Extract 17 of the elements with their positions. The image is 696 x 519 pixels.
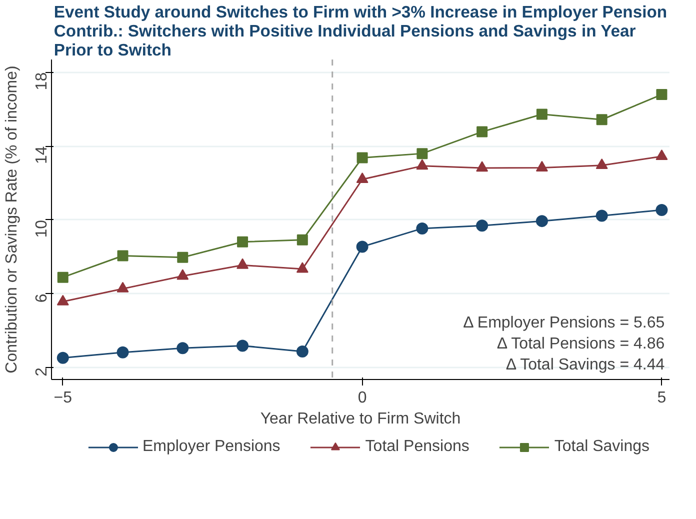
x-tick-label: 0	[358, 390, 367, 406]
y-tick-label: 14	[34, 146, 50, 164]
annotation: Δ Total Pensions = 4.86	[496, 336, 665, 352]
y-tick-label: 10	[34, 220, 50, 238]
y-axis-title: Contribution or Savings Rate (% of income)	[4, 66, 20, 374]
x-tick-label: −5	[54, 390, 72, 406]
legend-label: Employer Pensions	[142, 438, 280, 456]
chart-title: Event Study around Switches to Firm with >3% Increase in Employer Pension Contrib.: Switchers with Positive Individual Pensions and Savings in Year Prior to Switch	[54, 2, 668, 60]
x-axis-title: Year Relative to Firm Switch	[260, 410, 461, 428]
x-tick-label: 5	[657, 390, 666, 406]
y-tick-label: 2	[34, 367, 50, 376]
y-tick-label: 18	[34, 72, 50, 90]
annotation: Δ Employer Pensions = 5.65	[463, 314, 665, 332]
annotation: Δ Total Savings = 4.44	[506, 356, 665, 374]
legend-label: Total Pensions	[365, 438, 470, 456]
legend-label: Total Savings	[554, 438, 650, 456]
y-tick-label: 6	[34, 294, 50, 303]
